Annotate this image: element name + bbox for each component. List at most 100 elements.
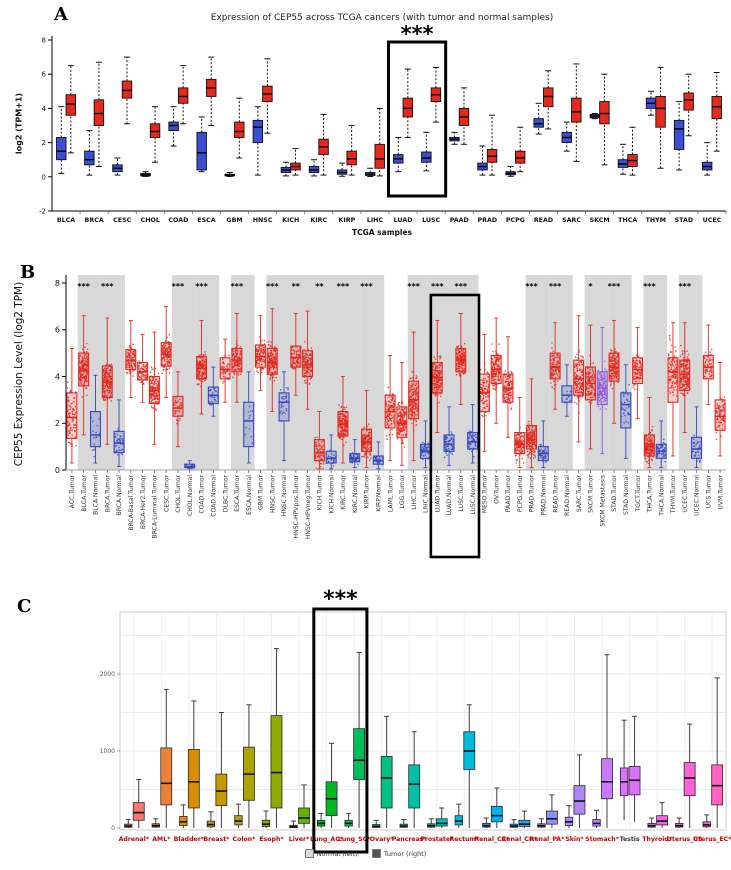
panel-a-title: Expression of CEP55 across TCGA cancers … [210, 13, 554, 23]
x-category-label: KIRC.Normal [352, 475, 359, 513]
box-outline [89, 411, 101, 448]
tick-label: 6 [55, 326, 60, 335]
x-category-label: HNSC.Normal [281, 475, 288, 517]
box-fill [279, 392, 289, 421]
significance-stars: *** [455, 282, 468, 291]
box [215, 773, 228, 807]
box [132, 802, 145, 821]
box [683, 762, 696, 797]
box-fill [66, 392, 77, 439]
x-category-label: Breast* [203, 836, 230, 843]
tick-label: 2 [55, 419, 60, 428]
x-category-label: KICH [282, 217, 299, 224]
panel-a-x-axis-label: TCGA samples [351, 228, 413, 237]
box [65, 94, 77, 116]
x-category-label: LUAD.Tumor [434, 475, 441, 513]
x-category-label: KIRC [310, 217, 327, 224]
box-outline [243, 401, 255, 448]
legend-tumor-item: Tumor (right) [371, 849, 427, 858]
tick-label: -2 [39, 208, 46, 216]
x-category-label: MESO.Tumor [482, 475, 489, 514]
significance-stars: *** [172, 282, 185, 291]
box-outline [172, 395, 184, 417]
box [402, 97, 414, 118]
panel-b-letter: B [20, 262, 36, 283]
x-category-label: Renal_CH* [502, 836, 538, 843]
x-category-label: PRAD.Normal [541, 475, 548, 516]
legend-tumor-label: Tumor (right) [383, 849, 427, 858]
box-outline [561, 385, 573, 403]
legend-normal-item: Normal (left) [304, 849, 358, 858]
x-category-label: SARC.Tumor [576, 475, 583, 513]
box-fill [90, 411, 101, 447]
box-outline [667, 357, 679, 403]
x-category-label: STAD.Normal [623, 475, 630, 515]
box-outline [620, 392, 632, 429]
box [533, 118, 544, 128]
box [252, 119, 264, 144]
x-category-label: LUSC.Normal [470, 475, 477, 515]
x-category-label: THCA.Tumor [647, 475, 654, 514]
x-category-label: CESC.Tumor [163, 475, 170, 512]
significance-stars: ** [292, 282, 301, 291]
box [346, 150, 357, 166]
x-category-label: SKCM [590, 217, 610, 224]
x-category-label: THYM.Tumor [670, 475, 677, 515]
box [571, 97, 582, 123]
significance-stars: *** [231, 282, 244, 291]
x-category-label: LIHC.Tumor [411, 475, 418, 510]
x-category-label: KIRC.Tumor [340, 475, 347, 510]
significance-stars: *** [678, 282, 691, 291]
box-outline [643, 434, 655, 457]
x-category-label: LIHC.Normal [423, 475, 430, 513]
box-outline [325, 450, 337, 464]
box [711, 95, 722, 120]
significance-stars: *** [360, 282, 373, 291]
significance-stars: *** [431, 282, 444, 291]
tick-label: 0 [55, 466, 60, 475]
x-category-label: CESC [113, 217, 131, 224]
x-category-label: UCEC.Normal [694, 475, 701, 516]
x-category-label: UCEC [703, 217, 722, 224]
tick-label: 8 [42, 37, 46, 45]
shade-band [407, 275, 432, 470]
x-category-label: HNSC-HPVpos.Tumor [293, 475, 300, 539]
x-category-label: GBM [226, 217, 242, 224]
legend-tumor-swatch-icon [371, 849, 381, 858]
x-category-label: Uterus_CS [667, 836, 703, 843]
box-outline [78, 352, 90, 387]
box-fill [243, 402, 254, 447]
x-category-label: COAD.Tumor [199, 475, 206, 514]
x-category-label: TGCT.Tumor [635, 475, 642, 513]
x-category-label: LGG.Tumor [399, 475, 406, 509]
box-fill [691, 437, 702, 459]
x-category-label: Testis [620, 836, 640, 843]
significance-stars: *** [401, 22, 434, 46]
box-fill [668, 357, 678, 403]
significance-stars: *** [323, 587, 358, 612]
x-category-label: Stomach* [585, 836, 619, 843]
x-category-label: Colon* [233, 836, 257, 843]
box-outline [396, 406, 408, 438]
box [421, 151, 432, 163]
significance-stars: *** [101, 282, 114, 291]
x-category-label: PCPG [506, 217, 525, 224]
box-outline [691, 436, 703, 459]
x-category-label: KIRP [339, 217, 356, 224]
box-outline [313, 439, 325, 462]
box [573, 785, 586, 815]
box-outline [573, 359, 585, 396]
box [543, 87, 554, 108]
x-category-label: PCPG.Tumor [517, 475, 524, 513]
box [435, 818, 448, 827]
x-category-label: Rectum* [449, 836, 479, 843]
box-outline [526, 425, 538, 450]
x-category-label: SKCM.Metastasis [599, 475, 606, 526]
box-outline [302, 350, 314, 378]
x-category-label: OV.Tumor [493, 475, 500, 504]
significance-stars: * [588, 282, 593, 291]
highlight-rect-lung [312, 607, 369, 854]
box [374, 143, 385, 169]
